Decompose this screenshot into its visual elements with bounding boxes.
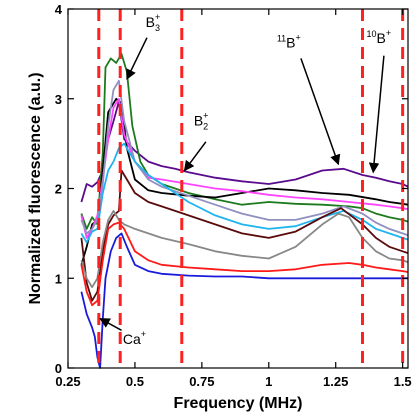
series-line-9 bbox=[80, 221, 409, 307]
annotation-arrow-B10 bbox=[368, 55, 385, 174]
x-axis-label: Frequency (MHz) bbox=[174, 395, 303, 412]
annotation-arrow-B2 bbox=[183, 141, 207, 172]
y-tick-label: 1 bbox=[55, 271, 62, 286]
series-line-5 bbox=[80, 79, 409, 237]
x-tick-label: 1 bbox=[265, 374, 272, 389]
annotation-arrow-B11 bbox=[300, 58, 341, 166]
annotation-label-B3: B3+ bbox=[146, 12, 161, 33]
y-tick-label: 0 bbox=[55, 361, 62, 376]
y-tick-label: 2 bbox=[55, 182, 62, 197]
series-line-6 bbox=[80, 142, 409, 244]
annotation-label-B2: B2+ bbox=[194, 111, 209, 132]
series-line-10 bbox=[80, 232, 408, 369]
x-tick-label: 0.75 bbox=[189, 374, 214, 389]
series-line-7 bbox=[80, 169, 409, 302]
y-tick-label: 3 bbox=[55, 92, 62, 107]
axis-ticks: 0.25 0.5 0.75 1 1.25 1.5 0 1 2 3 4 bbox=[55, 2, 412, 389]
annotation-label-B11: 11B+ bbox=[277, 33, 301, 51]
y-axis-label: Normalized fluorescence (a.u.) bbox=[27, 72, 44, 304]
marker-lines bbox=[97, 9, 405, 368]
annotation-arrow-Ca bbox=[99, 317, 122, 331]
x-tick-label: 0.5 bbox=[126, 374, 144, 389]
y-tick-label: 4 bbox=[55, 2, 63, 17]
x-tick-label: 1.5 bbox=[394, 374, 412, 389]
series-layer bbox=[80, 53, 409, 369]
annotations: B3+ B2+ 11B+ 10B+ Ca+ bbox=[99, 12, 392, 347]
annotation-label-Ca: Ca+ bbox=[123, 329, 146, 347]
annotation-arrow-B3 bbox=[126, 37, 148, 80]
annotation-label-B10: 10B+ bbox=[367, 28, 392, 46]
x-tick-label: 0.25 bbox=[55, 374, 80, 389]
x-tick-label: 1.25 bbox=[323, 374, 348, 389]
series-line-4 bbox=[80, 97, 409, 239]
